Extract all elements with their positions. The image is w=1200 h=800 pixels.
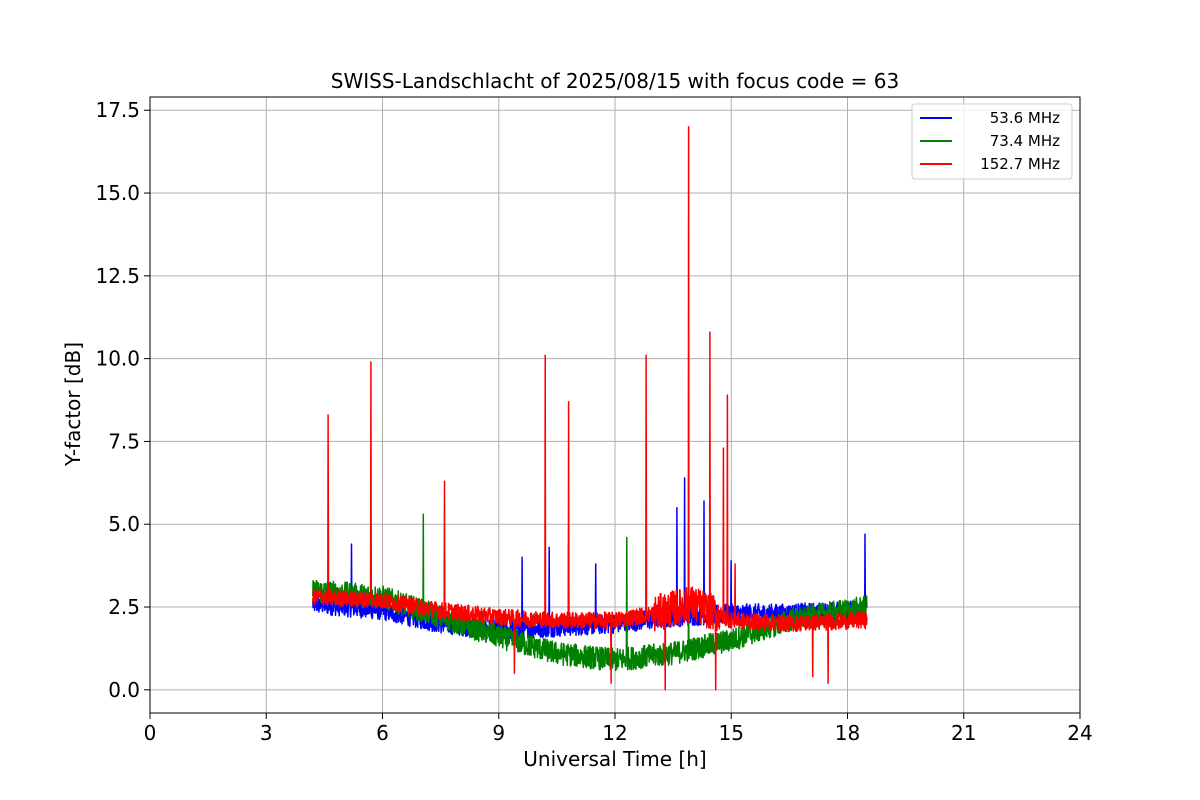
y-tick-label: 15.0 [95, 181, 140, 205]
axes: 0 3 6 9 12 15 18 21 24 0.0 2.5 5.0 7.5 10.0 12.5 15.0 17… [95, 96, 1093, 745]
x-tick-label: 18 [835, 721, 860, 745]
x-tick-label: 9 [492, 721, 505, 745]
x-tick-label: 21 [951, 721, 976, 745]
legend: 53.6 MHz 73.4 MHz 152.7 MHz [911, 103, 1073, 180]
x-tick-label: 3 [260, 721, 273, 745]
y-tick-label: 7.5 [108, 429, 140, 453]
y-tick-label: 17.5 [95, 98, 140, 122]
y-tick-label: 5.0 [108, 512, 140, 536]
x-tick-label: 12 [602, 721, 627, 745]
legend-label: 152.7 MHz [980, 155, 1060, 173]
chart-title: SWISS-Landschlacht of 2025/08/15 with fo… [331, 69, 899, 93]
x-tick-label: 15 [719, 721, 744, 745]
series-line-3 [312, 126, 868, 691]
plot-area [312, 126, 868, 691]
y-tick-label: 2.5 [108, 595, 140, 619]
y-axis-label: Y-factor [dB] [61, 342, 85, 467]
x-axis-label: Universal Time [h] [523, 747, 706, 771]
legend-box [911, 103, 1073, 180]
y-tick-label: 0.0 [108, 678, 140, 702]
legend-label: 73.4 MHz [990, 132, 1060, 150]
x-tick-label: 0 [144, 721, 157, 745]
x-tick-label: 24 [1067, 721, 1092, 745]
x-tick-label: 6 [376, 721, 389, 745]
legend-label: 53.6 MHz [990, 109, 1060, 127]
y-tick-label: 10.0 [95, 347, 140, 371]
axes-frame [149, 96, 1081, 714]
y-tick-label: 12.5 [95, 264, 140, 288]
